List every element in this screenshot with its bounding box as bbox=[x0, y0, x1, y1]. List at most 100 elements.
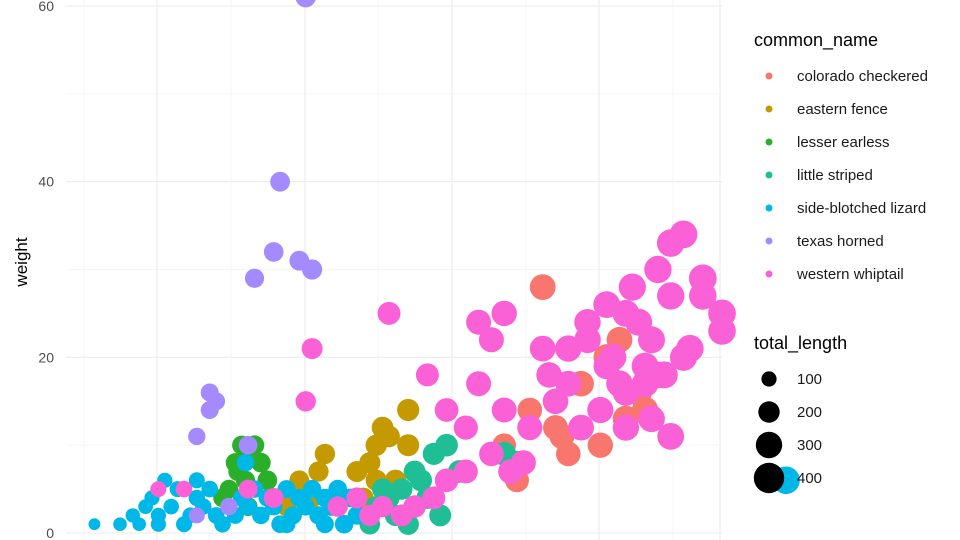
data-point bbox=[618, 273, 646, 301]
data-point bbox=[434, 398, 459, 422]
data-point bbox=[669, 220, 698, 249]
legend-key-color bbox=[765, 270, 773, 278]
data-point bbox=[491, 397, 517, 423]
data-point bbox=[638, 326, 665, 354]
data-point bbox=[657, 423, 685, 450]
data-point bbox=[270, 171, 290, 192]
data-point bbox=[453, 459, 478, 484]
data-point bbox=[327, 496, 348, 517]
data-point bbox=[606, 370, 633, 398]
data-point bbox=[236, 454, 255, 472]
data-point bbox=[252, 506, 270, 525]
data-point bbox=[296, 497, 315, 516]
data-point bbox=[239, 497, 257, 516]
legend-key-size bbox=[755, 431, 783, 459]
data-point bbox=[391, 478, 413, 500]
data-point bbox=[657, 282, 685, 310]
data-point bbox=[377, 301, 401, 325]
data-point bbox=[346, 487, 368, 509]
data-point bbox=[397, 434, 420, 457]
data-point bbox=[415, 363, 439, 387]
data-point bbox=[150, 516, 166, 532]
data-point bbox=[529, 335, 556, 362]
data-point bbox=[676, 334, 704, 363]
data-point bbox=[188, 472, 205, 489]
data-point bbox=[175, 480, 193, 498]
data-point bbox=[263, 488, 284, 508]
y-tick-label: 20 bbox=[38, 349, 54, 365]
y-axis-ticks: 0 20 40 60 bbox=[38, 0, 54, 540]
data-point bbox=[517, 397, 543, 423]
legend-key-size bbox=[753, 462, 785, 494]
data-point bbox=[429, 504, 452, 527]
legend-label: eastern fence bbox=[797, 101, 888, 118]
data-point bbox=[346, 461, 368, 482]
data-point bbox=[434, 468, 459, 493]
color-legend-title: common_name bbox=[754, 30, 878, 51]
legend-key-color bbox=[765, 138, 773, 146]
data-point bbox=[295, 0, 316, 8]
data-point bbox=[568, 414, 594, 441]
color-legend: common_name colorado checkered eastern fe… bbox=[754, 30, 928, 283]
data-point bbox=[549, 423, 575, 449]
legend-key-size bbox=[761, 371, 777, 387]
data-point bbox=[238, 435, 258, 455]
data-point bbox=[574, 309, 601, 336]
y-axis-title: weight bbox=[12, 237, 31, 287]
data-point bbox=[220, 497, 238, 516]
data-point bbox=[201, 480, 218, 498]
data-point bbox=[302, 259, 323, 280]
data-point bbox=[163, 498, 179, 515]
data-point bbox=[555, 370, 582, 397]
y-tick-label: 40 bbox=[38, 174, 54, 190]
data-point bbox=[301, 338, 323, 360]
data-point bbox=[403, 460, 426, 483]
legend-label: 400 bbox=[797, 470, 822, 487]
legend-label: little striped bbox=[797, 167, 873, 184]
data-point bbox=[302, 479, 322, 499]
data-point bbox=[150, 481, 167, 498]
data-point bbox=[587, 396, 614, 424]
data-points bbox=[88, 0, 800, 535]
data-point bbox=[466, 371, 492, 397]
legend-label: western whiptail bbox=[796, 266, 904, 283]
grid bbox=[66, 0, 722, 540]
y-tick-label: 60 bbox=[38, 0, 54, 14]
data-point bbox=[631, 352, 659, 380]
data-point bbox=[188, 427, 206, 446]
data-point bbox=[536, 362, 562, 388]
data-point bbox=[238, 479, 258, 499]
data-point bbox=[529, 274, 556, 300]
data-point bbox=[466, 309, 492, 335]
legend-key-size bbox=[758, 401, 780, 423]
legend-key-color bbox=[765, 237, 773, 245]
data-point bbox=[689, 282, 717, 310]
data-point bbox=[257, 470, 278, 491]
data-point bbox=[315, 515, 334, 534]
data-point bbox=[599, 344, 627, 371]
data-point bbox=[314, 443, 336, 465]
data-point bbox=[644, 255, 672, 284]
legend-label: 100 bbox=[797, 371, 822, 388]
data-point bbox=[708, 317, 736, 345]
data-point bbox=[251, 452, 271, 473]
data-point bbox=[517, 415, 543, 441]
legend-label: 200 bbox=[797, 404, 822, 421]
data-point bbox=[295, 391, 316, 412]
data-point bbox=[435, 433, 458, 457]
legend-label: side-blotched lizard bbox=[797, 200, 926, 217]
data-point bbox=[491, 300, 517, 327]
data-point bbox=[638, 405, 665, 433]
data-point bbox=[453, 415, 478, 440]
data-point bbox=[359, 504, 381, 526]
data-point bbox=[113, 517, 127, 531]
data-point bbox=[378, 425, 400, 448]
data-point bbox=[308, 461, 329, 482]
y-tick-label: 0 bbox=[46, 525, 54, 540]
legend-label: texas horned bbox=[797, 233, 884, 250]
data-point bbox=[132, 517, 146, 531]
data-point bbox=[422, 486, 446, 510]
data-point bbox=[479, 441, 504, 467]
size-legend: total_length 100 200 300 400 bbox=[753, 333, 847, 494]
